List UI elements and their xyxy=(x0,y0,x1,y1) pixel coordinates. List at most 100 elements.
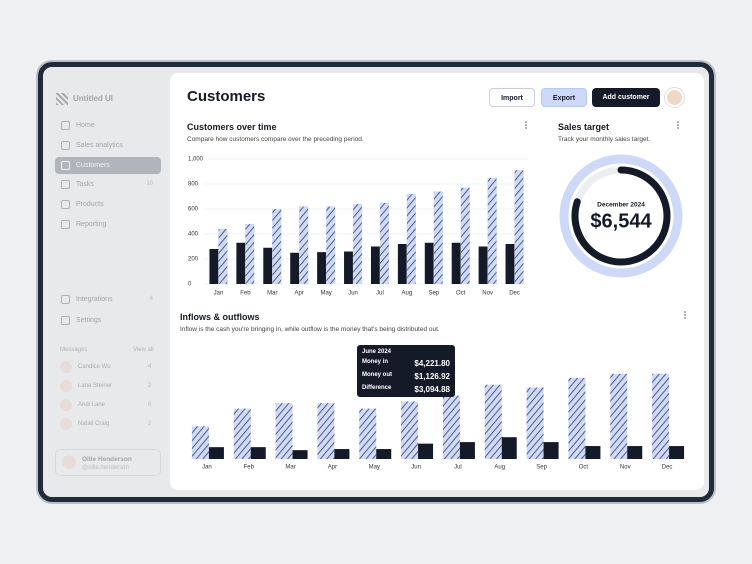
bar xyxy=(459,442,475,459)
message-avatar xyxy=(60,399,72,411)
tooltip: June 2024 Money in $4,221.80 Money out $1,1… xyxy=(357,345,455,397)
tooltip-value: $4,221.80 xyxy=(414,359,450,368)
nav-label: Customers xyxy=(76,161,110,169)
bar xyxy=(501,437,517,459)
bar xyxy=(424,242,434,284)
bar xyxy=(344,251,354,284)
bar xyxy=(397,244,407,284)
bar xyxy=(487,177,497,285)
nav-icon xyxy=(61,160,70,170)
bar xyxy=(292,450,308,459)
nav-item[interactable]: Tasks 10 xyxy=(55,176,161,193)
bar xyxy=(290,252,300,284)
nav-icon xyxy=(61,121,70,130)
message-avatar xyxy=(60,418,72,430)
export-button[interactable]: Export xyxy=(541,88,587,107)
nav-item[interactable]: Home xyxy=(55,117,161,134)
page-title: Customers xyxy=(187,88,266,105)
message-count: 6 xyxy=(148,402,152,408)
bar xyxy=(418,443,434,459)
bar xyxy=(627,446,643,459)
bar xyxy=(543,442,559,459)
x-tick-label: Apr xyxy=(295,291,304,297)
messages-title: Messages xyxy=(60,347,88,353)
bar xyxy=(433,191,443,285)
y-tick-label: 400 xyxy=(188,232,199,238)
nav-icon xyxy=(61,295,70,304)
y-tick-label: 800 xyxy=(188,182,199,188)
tooltip-label: Money in xyxy=(362,359,389,365)
x-tick-label: Dec xyxy=(662,465,673,471)
message-name[interactable]: Natali Craig xyxy=(78,421,110,427)
bar xyxy=(209,249,219,284)
view-all[interactable]: View all xyxy=(133,347,154,353)
import-button[interactable]: Import xyxy=(489,88,535,107)
bar xyxy=(317,252,327,284)
bar xyxy=(669,446,685,459)
x-tick-label: Aug xyxy=(494,465,505,471)
bar xyxy=(299,206,309,285)
nav-item[interactable]: Reporting xyxy=(55,216,161,233)
nav-item[interactable]: Sales analytics xyxy=(55,137,161,154)
bar xyxy=(406,193,417,285)
x-tick-label: Mar xyxy=(285,465,295,471)
chart-subtitle: Compare how customers compare over the p… xyxy=(187,136,364,143)
bar xyxy=(652,373,670,459)
nav-icon xyxy=(61,200,70,210)
bar xyxy=(218,228,228,285)
user-avatar xyxy=(62,455,76,469)
bar xyxy=(478,246,488,284)
x-tick-label: May xyxy=(369,465,380,471)
y-tick-label: 600 xyxy=(188,207,199,213)
message-name[interactable]: Candice Wu xyxy=(78,364,111,370)
message-name[interactable]: Andi Lane xyxy=(78,402,106,408)
x-tick-label: Jul xyxy=(376,291,384,297)
nav-label: Settings xyxy=(76,316,102,324)
amount: $6,544 xyxy=(590,210,652,232)
nav-item[interactable]: Customers xyxy=(55,156,161,174)
x-tick-label: May xyxy=(320,291,331,297)
x-tick-label: Jan xyxy=(202,465,212,471)
nav-label: Home xyxy=(76,122,95,129)
message-name[interactable]: Lana Steiner xyxy=(78,383,113,389)
avatar[interactable] xyxy=(665,88,684,107)
nav-icon xyxy=(61,220,70,229)
nav-item[interactable]: Settings xyxy=(55,312,161,329)
bar xyxy=(526,387,544,459)
tooltip-row: Money out $1,126.92 xyxy=(362,372,450,381)
message-avatar xyxy=(60,380,72,392)
menu-icons xyxy=(525,121,686,319)
logo xyxy=(56,93,68,105)
chart-title: Customers over time xyxy=(187,122,277,132)
bar xyxy=(272,208,282,285)
nav-item[interactable]: Products xyxy=(55,196,161,213)
nav-item[interactable]: Integrations 4 xyxy=(55,291,161,308)
nav-label: Tasks xyxy=(76,181,94,189)
bar xyxy=(568,377,586,459)
x-tick-label: Jun xyxy=(411,465,421,471)
sidebar: Untitled UI Home Sales analytics Customers… xyxy=(46,73,168,490)
add-customer-button[interactable]: Add customer xyxy=(592,88,660,107)
bar xyxy=(379,202,390,285)
bar xyxy=(460,187,470,285)
nav-label: Products xyxy=(76,201,104,209)
user-handle: @ollie.henderson xyxy=(82,465,129,471)
bar xyxy=(401,401,419,459)
bar xyxy=(505,244,515,284)
bar xyxy=(484,384,502,459)
chart-title: Inflows & outflows xyxy=(180,312,260,322)
tooltip-value: $3,094.88 xyxy=(414,385,450,394)
brand: Untitled UI xyxy=(73,94,113,103)
bar xyxy=(334,449,350,459)
nav-badge: 10 xyxy=(146,181,153,188)
nav-icon xyxy=(61,140,70,150)
message-count: 2 xyxy=(148,421,152,427)
card-title: Sales target xyxy=(558,122,610,132)
bar xyxy=(236,242,246,284)
bar xyxy=(245,223,255,285)
tooltip-label: Money out xyxy=(362,372,392,378)
bar xyxy=(376,449,392,459)
bar xyxy=(275,403,293,459)
tooltip-value: $1,126.92 xyxy=(414,372,450,381)
